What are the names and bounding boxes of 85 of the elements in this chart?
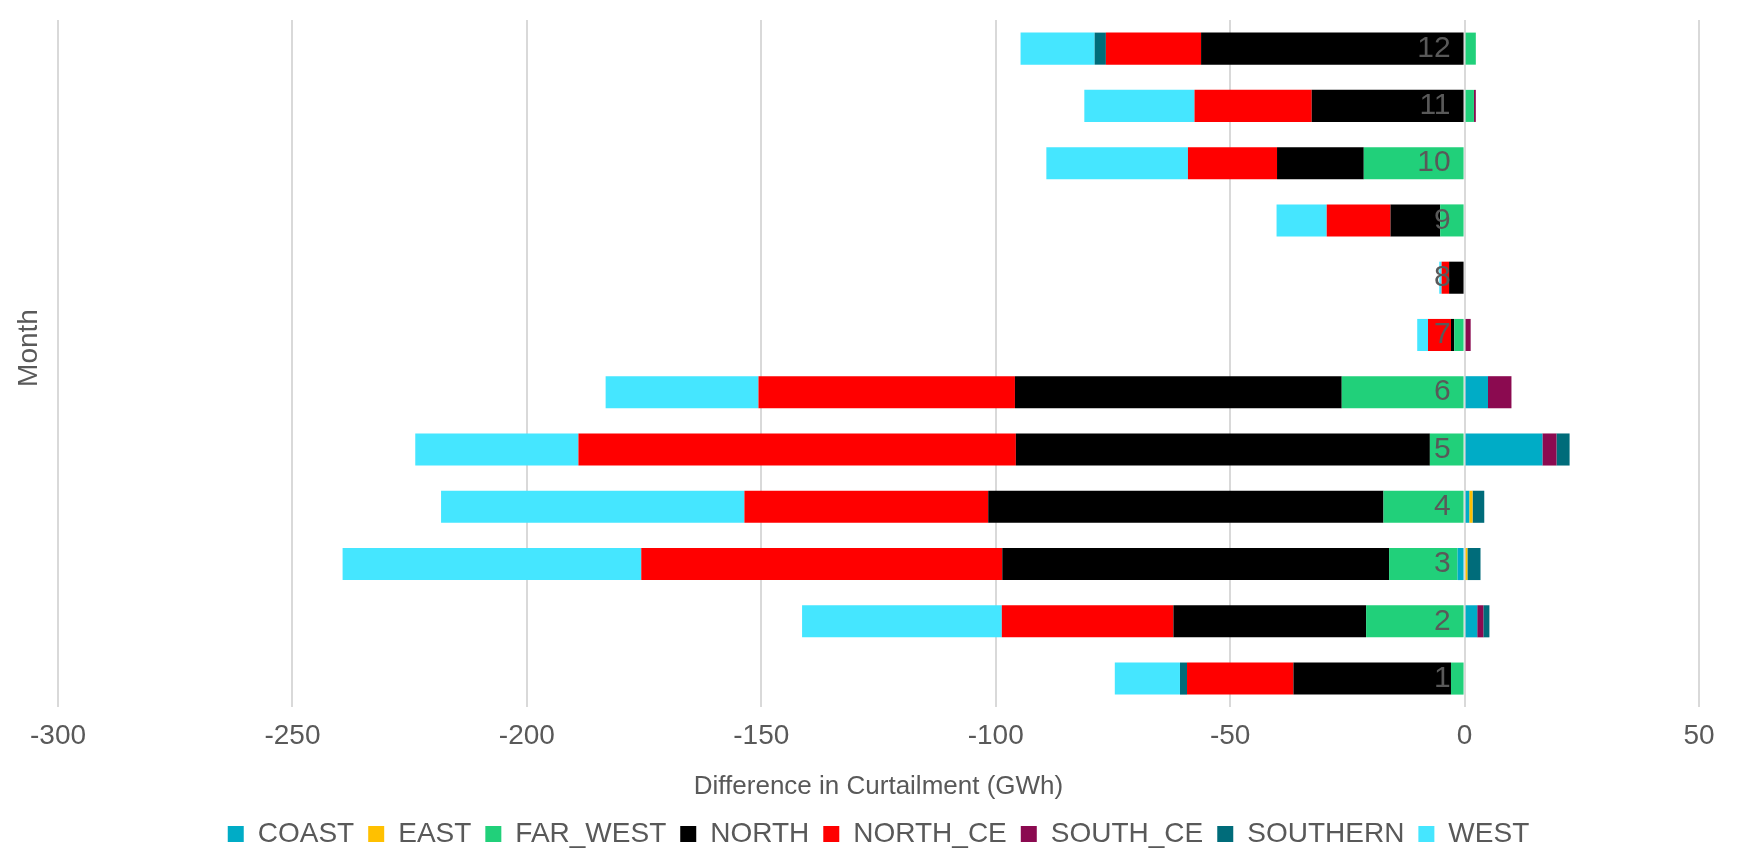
x-tick-label: -200 <box>498 718 555 750</box>
bar <box>1001 605 1174 638</box>
bar <box>1465 32 1476 65</box>
bar <box>1389 548 1458 581</box>
bar <box>1014 376 1342 409</box>
y-tick-label: 8 <box>1433 258 1451 292</box>
y-tick-label: 5 <box>1433 430 1451 464</box>
bar <box>1046 147 1188 180</box>
bar <box>1194 89 1312 122</box>
bar <box>1187 662 1294 695</box>
bar <box>1465 318 1471 351</box>
bar <box>342 548 642 581</box>
y-tick-label: 1 <box>1433 659 1451 693</box>
bar <box>1179 662 1188 695</box>
bar <box>1417 318 1428 351</box>
bar <box>1450 662 1464 695</box>
bar <box>1366 605 1464 638</box>
y-tick-label: 11 <box>1419 87 1451 121</box>
bar <box>1105 32 1202 65</box>
bar <box>1542 433 1557 466</box>
bar <box>1488 376 1512 409</box>
bar <box>1450 318 1455 351</box>
bar <box>1457 548 1464 581</box>
x-tick-label: -100 <box>967 718 1024 750</box>
x-tick-label: -300 <box>29 718 87 750</box>
bar <box>1483 605 1490 638</box>
bar <box>1465 376 1489 409</box>
bar <box>802 605 1002 638</box>
bar <box>988 490 1384 523</box>
bar <box>1311 89 1464 122</box>
bar <box>1084 89 1195 122</box>
bar <box>641 548 1003 581</box>
legend-label: NORTH_CE <box>853 816 1007 848</box>
bar <box>1201 32 1464 65</box>
y-tick-label: 10 <box>1417 144 1451 178</box>
x-tick-label: -150 <box>733 718 790 750</box>
y-tick-label: 12 <box>1417 29 1451 63</box>
bar <box>1465 605 1478 638</box>
bar <box>1020 32 1095 65</box>
y-tick-label: 7 <box>1433 316 1451 350</box>
bar <box>1383 490 1464 523</box>
x-tick-label: -250 <box>264 718 321 750</box>
bar <box>1465 89 1474 122</box>
legend-label: COAST <box>257 816 355 848</box>
legend-label: NORTH <box>710 816 810 848</box>
bar <box>744 490 989 523</box>
y-tick-label: 4 <box>1433 488 1451 522</box>
bar <box>1469 490 1473 523</box>
x-tick-label: 50 <box>1683 718 1715 750</box>
x-tick-label: -50 <box>1209 718 1251 750</box>
bar <box>441 490 745 523</box>
bar <box>1293 662 1451 695</box>
y-tick-label: 6 <box>1433 373 1451 407</box>
bar <box>1341 376 1464 409</box>
bar <box>1467 548 1481 581</box>
bar <box>1187 147 1278 180</box>
bar <box>1276 204 1327 237</box>
bar <box>1449 261 1464 294</box>
bar <box>1363 147 1464 180</box>
bar <box>1002 548 1390 581</box>
legend-label: SOUTHERN <box>1247 816 1405 848</box>
bar <box>1326 204 1391 237</box>
y-tick-label: 2 <box>1433 602 1451 636</box>
bar <box>1015 433 1430 466</box>
x-tick-label: 0 <box>1456 718 1473 750</box>
bar <box>1094 32 1106 65</box>
bar <box>1465 433 1543 466</box>
x-axis-title: Difference in Curtailment (GWh) <box>693 769 1064 800</box>
bar <box>415 433 579 466</box>
bar <box>1114 662 1180 695</box>
legend-label: EAST <box>398 816 472 848</box>
legend-label: WEST <box>1448 816 1530 848</box>
bar <box>1472 490 1485 523</box>
bar <box>758 376 1015 409</box>
bar <box>1277 147 1364 180</box>
y-axis-title: Month <box>12 309 44 387</box>
bar <box>1477 605 1484 638</box>
legend-label: FAR_WEST <box>515 816 667 848</box>
y-tick-label: 3 <box>1433 545 1451 579</box>
bar <box>1556 433 1570 466</box>
bar <box>605 376 759 409</box>
bar <box>578 433 1016 466</box>
bar <box>1173 605 1367 638</box>
legend-label: SOUTH_CE <box>1050 816 1204 848</box>
bar <box>1454 318 1464 351</box>
